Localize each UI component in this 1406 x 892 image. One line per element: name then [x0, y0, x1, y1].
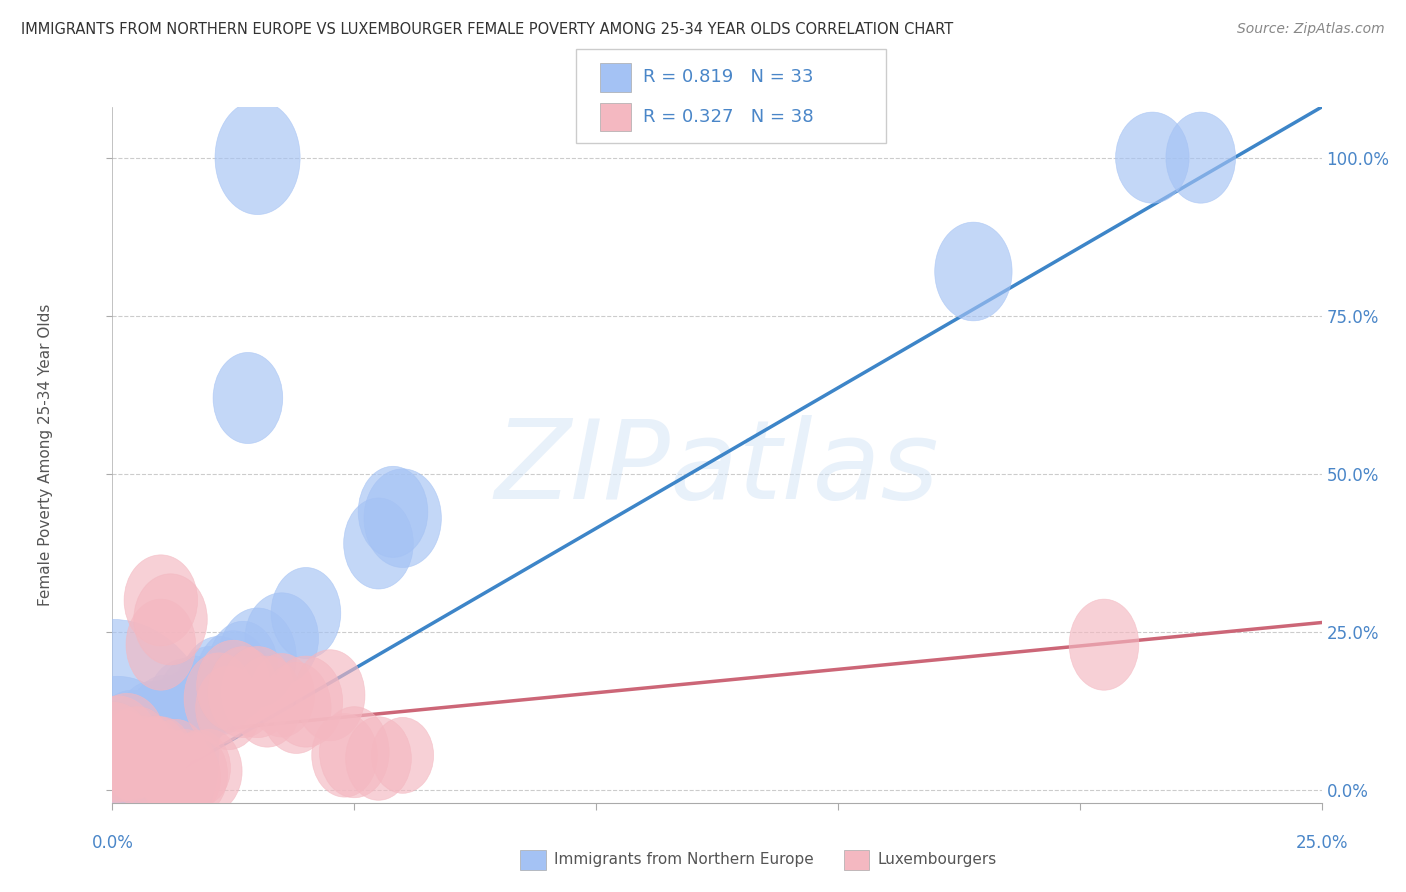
Text: IMMIGRANTS FROM NORTHERN EUROPE VS LUXEMBOURGER FEMALE POVERTY AMONG 25-34 YEAR : IMMIGRANTS FROM NORTHERN EUROPE VS LUXEM…: [21, 22, 953, 37]
Ellipse shape: [214, 352, 283, 443]
Ellipse shape: [180, 637, 257, 735]
Ellipse shape: [122, 681, 200, 780]
Ellipse shape: [107, 716, 176, 807]
Ellipse shape: [124, 695, 188, 778]
Ellipse shape: [262, 663, 330, 754]
Ellipse shape: [117, 681, 186, 772]
Ellipse shape: [312, 714, 378, 797]
Ellipse shape: [138, 730, 204, 813]
Ellipse shape: [249, 654, 315, 737]
Text: Female Poverty Among 25-34 Year Olds: Female Poverty Among 25-34 Year Olds: [38, 304, 53, 606]
Ellipse shape: [80, 706, 165, 812]
Ellipse shape: [346, 717, 412, 800]
Ellipse shape: [124, 555, 198, 646]
Ellipse shape: [75, 696, 160, 802]
Ellipse shape: [142, 675, 208, 759]
Ellipse shape: [359, 467, 427, 558]
Ellipse shape: [184, 653, 253, 744]
Ellipse shape: [135, 730, 197, 806]
Ellipse shape: [149, 737, 211, 813]
Text: ZIPatlas: ZIPatlas: [495, 416, 939, 523]
Ellipse shape: [197, 640, 270, 731]
Ellipse shape: [152, 730, 218, 813]
Ellipse shape: [271, 567, 340, 658]
Ellipse shape: [167, 663, 232, 747]
Ellipse shape: [232, 656, 302, 747]
Ellipse shape: [371, 717, 433, 793]
Ellipse shape: [127, 599, 195, 690]
Ellipse shape: [1069, 599, 1139, 690]
Ellipse shape: [141, 719, 209, 811]
Ellipse shape: [128, 717, 194, 800]
Ellipse shape: [169, 730, 231, 806]
Ellipse shape: [93, 700, 162, 791]
Ellipse shape: [70, 702, 155, 808]
Ellipse shape: [49, 676, 186, 828]
Ellipse shape: [221, 647, 294, 738]
Ellipse shape: [319, 706, 389, 797]
Text: Source: ZipAtlas.com: Source: ZipAtlas.com: [1237, 22, 1385, 37]
Ellipse shape: [1115, 112, 1189, 203]
Text: R = 0.327   N = 38: R = 0.327 N = 38: [643, 108, 813, 126]
Ellipse shape: [208, 621, 278, 713]
Ellipse shape: [134, 574, 207, 665]
Ellipse shape: [6, 619, 219, 885]
Text: 0.0%: 0.0%: [91, 834, 134, 852]
Ellipse shape: [343, 498, 413, 589]
Ellipse shape: [136, 682, 205, 765]
Text: Luxembourgers: Luxembourgers: [877, 853, 997, 867]
Ellipse shape: [114, 723, 179, 806]
Ellipse shape: [162, 732, 228, 816]
Ellipse shape: [129, 675, 202, 766]
Ellipse shape: [197, 631, 270, 722]
Ellipse shape: [195, 666, 262, 749]
Ellipse shape: [1166, 112, 1236, 203]
Ellipse shape: [104, 698, 179, 789]
Ellipse shape: [87, 710, 157, 801]
Ellipse shape: [121, 716, 191, 807]
Ellipse shape: [100, 706, 173, 797]
Ellipse shape: [935, 222, 1012, 321]
Text: Immigrants from Northern Europe: Immigrants from Northern Europe: [554, 853, 814, 867]
Ellipse shape: [364, 469, 441, 567]
Ellipse shape: [121, 717, 183, 793]
Ellipse shape: [219, 608, 297, 706]
Ellipse shape: [215, 101, 299, 215]
Ellipse shape: [157, 656, 232, 747]
Ellipse shape: [115, 711, 177, 787]
Ellipse shape: [146, 658, 224, 757]
Ellipse shape: [155, 669, 225, 760]
Ellipse shape: [104, 691, 170, 775]
Ellipse shape: [174, 647, 245, 738]
Ellipse shape: [295, 649, 366, 741]
Ellipse shape: [245, 593, 319, 684]
Ellipse shape: [98, 717, 165, 800]
Ellipse shape: [269, 656, 343, 747]
Text: R = 0.819   N = 33: R = 0.819 N = 33: [643, 69, 813, 87]
Ellipse shape: [93, 690, 170, 789]
Ellipse shape: [176, 730, 242, 813]
Text: 25.0%: 25.0%: [1295, 834, 1348, 852]
Ellipse shape: [89, 693, 166, 792]
Ellipse shape: [159, 739, 221, 815]
Ellipse shape: [208, 647, 278, 738]
